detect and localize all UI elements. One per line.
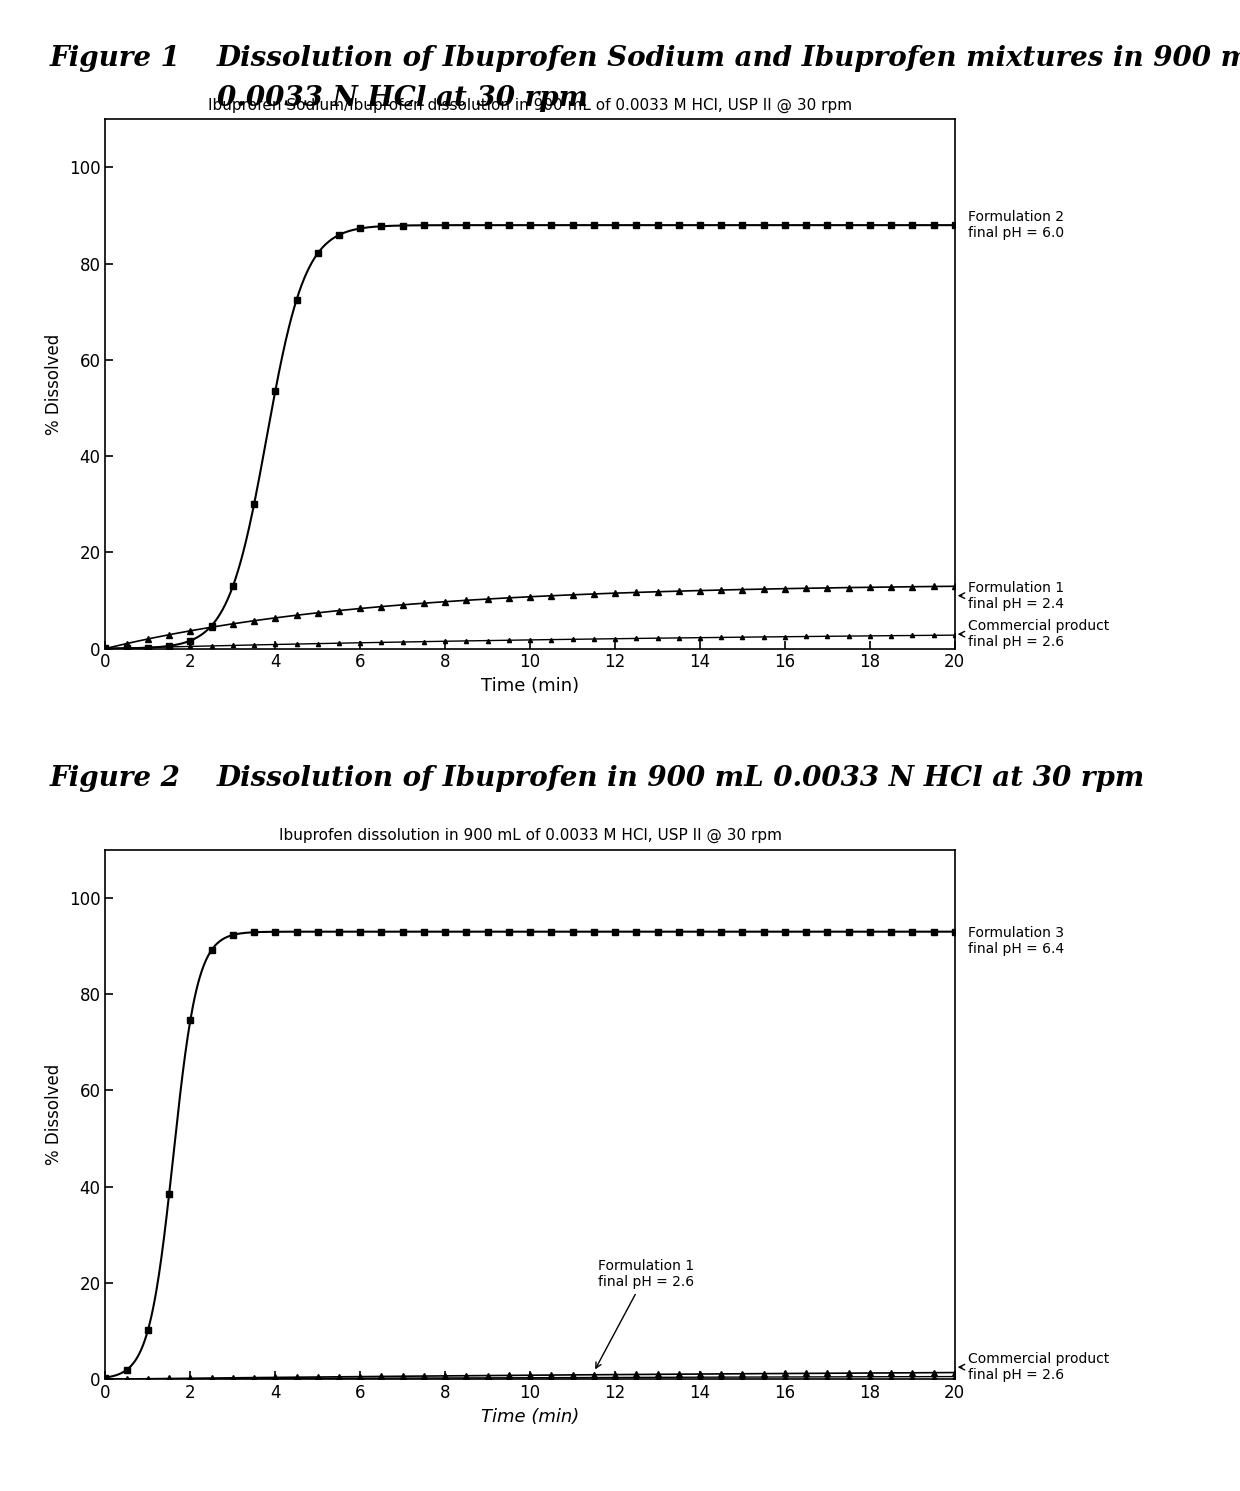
Text: 0.0033 N HCl at 30 rpm: 0.0033 N HCl at 30 rpm	[217, 85, 588, 112]
Title: Ibuprofen dissolution in 900 mL of 0.0033 M HCl, USP II @ 30 rpm: Ibuprofen dissolution in 900 mL of 0.003…	[279, 828, 781, 844]
Text: Formulation 3
final pH = 6.4: Formulation 3 final pH = 6.4	[967, 926, 1064, 956]
Text: Formulation 1
final pH = 2.6: Formulation 1 final pH = 2.6	[596, 1258, 694, 1369]
Text: Formulation 2
final pH = 6.0: Formulation 2 final pH = 6.0	[967, 210, 1064, 240]
Text: Formulation 1
final pH = 2.4: Formulation 1 final pH = 2.4	[959, 580, 1064, 611]
X-axis label: Time (min): Time (min)	[481, 1408, 579, 1425]
Text: Commercial product
final pH = 2.6: Commercial product final pH = 2.6	[959, 1352, 1109, 1382]
Title: Ibuprofen Sodium/Ibuprofen dissolution in 900 mL of 0.0033 M HCl, USP II @ 30 rp: Ibuprofen Sodium/Ibuprofen dissolution i…	[208, 97, 852, 113]
Text: Dissolution of Ibuprofen in 900 mL 0.0033 N HCl at 30 rpm: Dissolution of Ibuprofen in 900 mL 0.003…	[217, 765, 1146, 792]
Text: Figure 1: Figure 1	[50, 45, 181, 72]
Text: Commercial product
final pH = 2.6: Commercial product final pH = 2.6	[959, 619, 1109, 649]
Y-axis label: % Dissolved: % Dissolved	[46, 1065, 63, 1164]
Text: Figure 2: Figure 2	[50, 765, 181, 792]
X-axis label: Time (min): Time (min)	[481, 677, 579, 695]
Y-axis label: % Dissolved: % Dissolved	[46, 334, 63, 434]
Text: Dissolution of Ibuprofen Sodium and Ibuprofen mixtures in 900 mL: Dissolution of Ibuprofen Sodium and Ibup…	[217, 45, 1240, 72]
